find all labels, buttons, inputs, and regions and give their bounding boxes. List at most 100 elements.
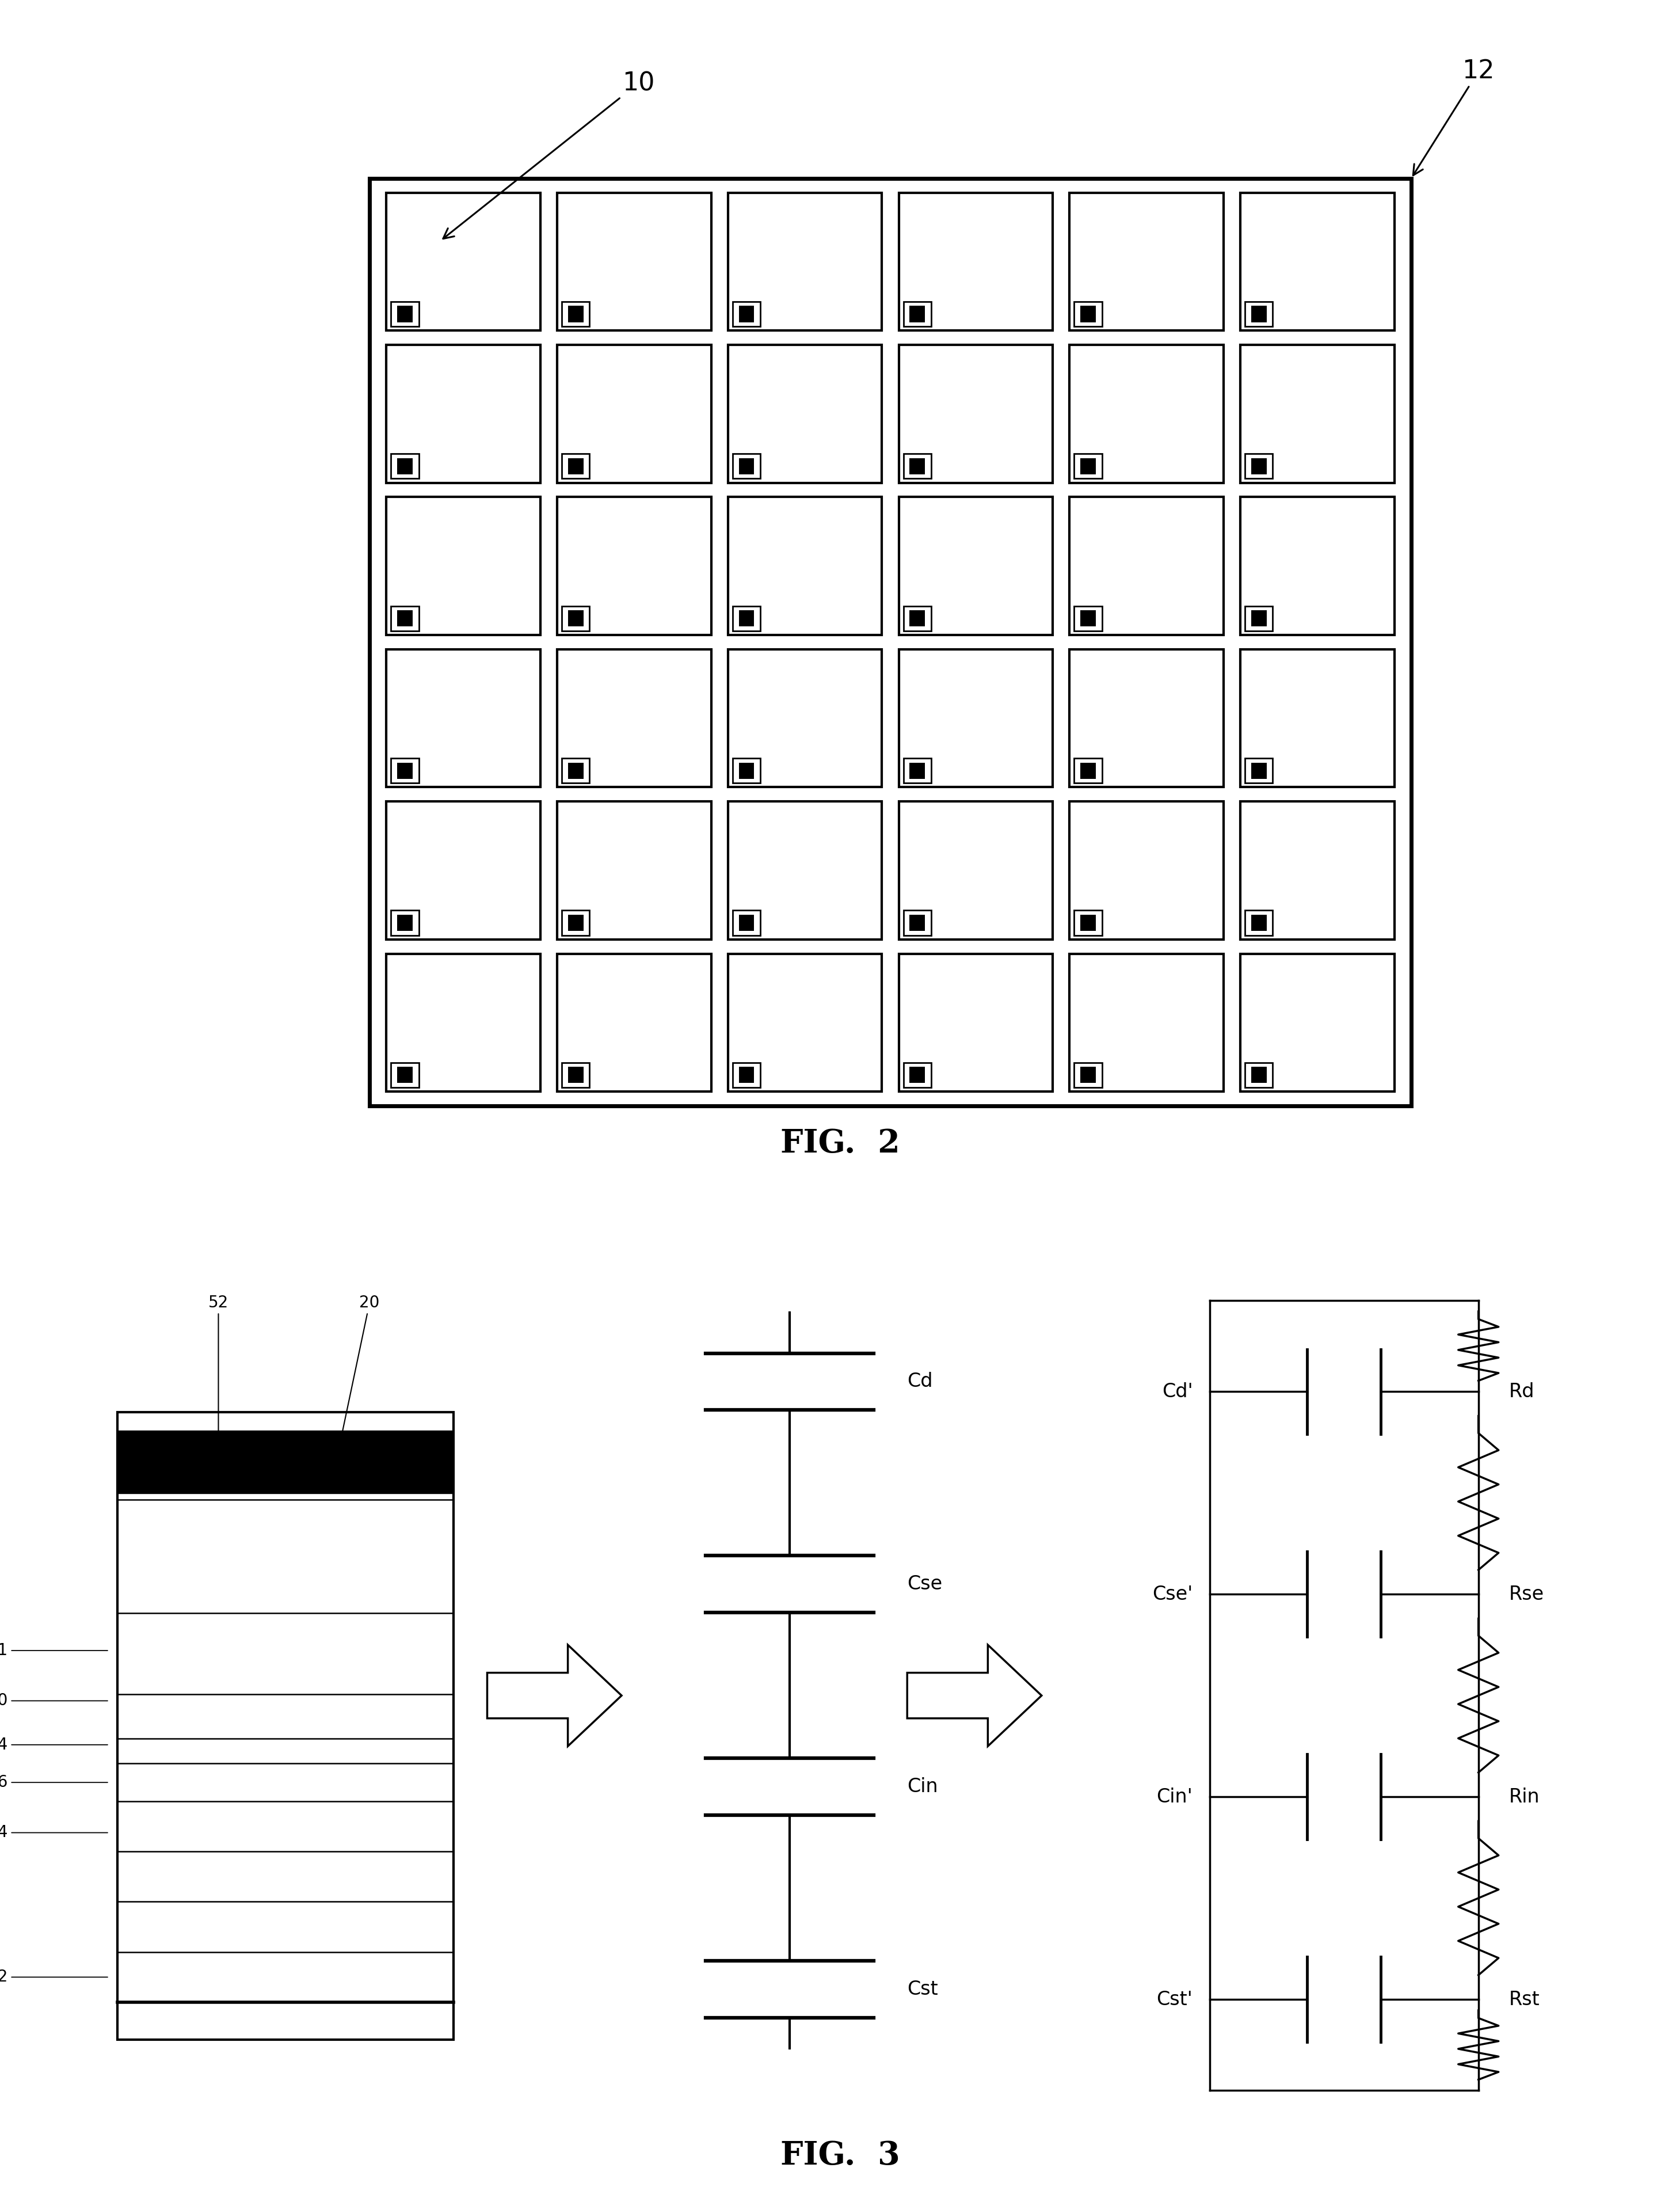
Bar — [909, 762, 926, 780]
Text: Rse: Rse — [1509, 1585, 1544, 1603]
Bar — [739, 914, 754, 931]
Bar — [732, 757, 761, 784]
Bar — [909, 458, 926, 473]
Bar — [391, 757, 418, 784]
Bar — [1080, 1068, 1095, 1083]
Bar — [1080, 458, 1095, 473]
Bar — [1252, 914, 1267, 931]
Bar — [1245, 302, 1273, 326]
Bar — [739, 306, 754, 321]
Bar — [732, 909, 761, 936]
Text: 51: 51 — [0, 1643, 108, 1658]
Bar — [1245, 454, 1273, 478]
Bar — [386, 802, 541, 940]
Bar — [1240, 192, 1394, 330]
Bar — [396, 458, 413, 473]
Bar — [732, 1064, 761, 1088]
Bar — [386, 953, 541, 1092]
Bar — [727, 802, 882, 940]
Bar — [391, 302, 418, 326]
Text: Cd': Cd' — [1163, 1383, 1193, 1400]
Bar — [1070, 953, 1223, 1092]
Bar — [904, 1064, 931, 1088]
Bar — [391, 606, 418, 630]
Bar — [561, 454, 590, 478]
Bar — [899, 346, 1053, 482]
Bar — [1252, 1068, 1267, 1083]
Bar — [727, 953, 882, 1092]
Bar — [1074, 757, 1102, 784]
Bar — [396, 306, 413, 321]
Bar — [1070, 498, 1223, 634]
Bar — [1074, 454, 1102, 478]
Polygon shape — [907, 1645, 1042, 1746]
Bar — [899, 650, 1053, 786]
Text: Cse: Cse — [907, 1574, 942, 1594]
Bar — [396, 914, 413, 931]
Bar — [558, 802, 711, 940]
Bar — [732, 302, 761, 326]
Bar — [1080, 306, 1095, 321]
Bar — [904, 757, 931, 784]
Bar — [561, 757, 590, 784]
Bar — [909, 610, 926, 628]
Bar — [561, 1064, 590, 1088]
Bar — [739, 610, 754, 628]
Bar — [558, 953, 711, 1092]
Bar — [568, 1068, 583, 1083]
Text: Cin': Cin' — [1156, 1788, 1193, 1806]
Bar — [904, 302, 931, 326]
Bar — [1074, 1064, 1102, 1088]
Bar — [1070, 346, 1223, 482]
Bar — [739, 1068, 754, 1083]
Bar — [727, 650, 882, 786]
Bar — [396, 762, 413, 780]
Bar — [386, 346, 541, 482]
Bar — [1245, 1064, 1273, 1088]
Bar — [386, 498, 541, 634]
Bar — [1070, 650, 1223, 786]
Bar — [1245, 909, 1273, 936]
Text: Cd: Cd — [907, 1372, 932, 1392]
Bar — [1245, 757, 1273, 784]
Bar — [904, 454, 931, 478]
Bar — [1240, 650, 1394, 786]
Bar — [1245, 606, 1273, 630]
Bar — [1080, 762, 1095, 780]
Text: Cin: Cin — [907, 1777, 937, 1797]
Bar — [739, 762, 754, 780]
Text: Rst: Rst — [1509, 1991, 1539, 2008]
Bar — [904, 909, 931, 936]
Bar — [396, 610, 413, 628]
Bar — [561, 909, 590, 936]
Bar — [1240, 953, 1394, 1092]
Bar — [1080, 914, 1095, 931]
Bar — [1074, 606, 1102, 630]
Bar — [561, 302, 590, 326]
Bar — [1074, 302, 1102, 326]
Text: 32: 32 — [0, 1969, 108, 1986]
Text: 52: 52 — [208, 1295, 228, 1460]
Text: 12: 12 — [1413, 59, 1495, 176]
Bar — [899, 192, 1053, 330]
Bar — [909, 306, 926, 321]
Bar — [739, 458, 754, 473]
Bar — [899, 498, 1053, 634]
Bar — [558, 346, 711, 482]
Bar — [391, 909, 418, 936]
Text: Rd: Rd — [1509, 1383, 1534, 1400]
Bar — [727, 498, 882, 634]
Text: Cst': Cst' — [1156, 1991, 1193, 2008]
Bar — [568, 914, 583, 931]
Bar — [391, 454, 418, 478]
Text: Rin: Rin — [1509, 1788, 1539, 1806]
Bar — [1070, 802, 1223, 940]
Bar — [558, 192, 711, 330]
Text: Cst: Cst — [907, 1980, 937, 1999]
Bar — [1080, 610, 1095, 628]
Bar — [370, 178, 1411, 1105]
Bar — [1240, 498, 1394, 634]
Bar — [1240, 346, 1394, 482]
Bar — [386, 192, 541, 330]
Bar — [558, 498, 711, 634]
